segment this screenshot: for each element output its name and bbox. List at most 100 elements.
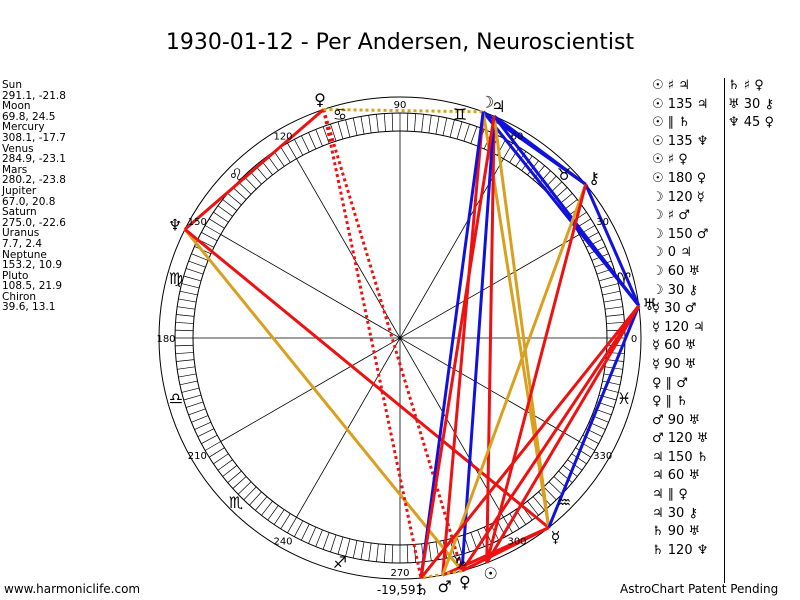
footer-patent-text: AstroChart Patent Pending: [620, 582, 779, 596]
degree-tick: [543, 486, 557, 501]
zodiac-sign-glyph: ♓: [617, 389, 631, 408]
aspect-line-pluto-saturn: [322, 109, 423, 579]
degree-tick: [603, 373, 622, 378]
zodiac-sign-glyph: ♈: [617, 269, 631, 288]
degree-tick: [605, 359, 624, 362]
chiron-glyph: ⚷: [588, 168, 600, 187]
degree-tick: [308, 132, 317, 150]
outer-circle: [158, 96, 642, 580]
footer-website[interactable]: www.harmoniclife.com: [4, 582, 141, 596]
planet-coords: 275.0, -22.6: [2, 216, 66, 229]
degree-tick: [509, 513, 520, 529]
planet-coords: 308.1, -17.7: [2, 131, 66, 144]
degree-tick: [605, 314, 624, 317]
planet-coords: 67.0, 20.8: [2, 195, 56, 208]
degree-tick: [345, 119, 351, 138]
aspect-entry: ☿ 60 ♅: [652, 338, 697, 354]
aspect-line-uranus-sun: [485, 304, 641, 564]
aspect-entry: ☽ 30 ⚷: [652, 282, 698, 298]
planet-name: Mercury: [2, 121, 45, 134]
degree-tick: [175, 329, 194, 332]
degree-tick: [543, 175, 557, 190]
aspect-line-chiron-sun: [485, 184, 588, 564]
degree-tick: [273, 151, 285, 167]
planet-name: Moon: [2, 100, 31, 113]
aspect-line-venus-saturn: [420, 569, 463, 580]
bottom-value: -19,591: [377, 583, 423, 597]
aspect-entry: ♂ 90 ♅: [652, 412, 701, 428]
degree-tick: [191, 253, 209, 261]
aspect-entry: ☽ 150 ♂: [652, 226, 709, 242]
aspect-entry: ☉ ∥ ♄: [652, 115, 691, 131]
degree-tick: [330, 123, 337, 142]
planet-coords: 153.2, 10.9: [2, 259, 63, 272]
degree-tick: [428, 542, 432, 561]
zodiac-sign-glyph: ♐: [333, 553, 347, 572]
degree-tick: [273, 509, 285, 525]
aspect-lines: [183, 107, 641, 580]
zodiac-sign-glyph: ♊: [453, 105, 467, 124]
degree-tick: [294, 139, 304, 156]
degree-tick: [449, 119, 455, 138]
aspect-entry: ♀ ∥ ♄: [652, 394, 688, 410]
degree-label: 150: [188, 217, 207, 228]
degree-tick: [558, 470, 573, 483]
degree-tick: [177, 366, 196, 370]
degree-tick: [175, 321, 194, 324]
degree-label: 30: [596, 217, 609, 228]
degree-label: 90: [394, 100, 407, 111]
degree-tick: [509, 147, 520, 163]
mercury-glyph: ☿: [551, 527, 561, 546]
degree-label: 270: [390, 568, 409, 579]
aspect-entry: ♅ 30 ⚷: [728, 96, 774, 112]
mars-glyph: ♂: [437, 577, 451, 596]
degree-tick: [470, 532, 478, 550]
jupiter-glyph: ♃: [491, 97, 505, 116]
aspect-line-uranus-mercury: [547, 305, 641, 529]
degree-tick: [194, 421, 212, 430]
degree-tick: [237, 481, 252, 495]
degree-tick: [175, 344, 194, 347]
aspect-line-neptune-venus: [183, 228, 464, 572]
aspect-line-jupiter-chiron: [493, 114, 587, 186]
degree-tick: [383, 544, 386, 563]
planet-name: Sun: [2, 79, 22, 91]
degree-tick: [308, 526, 317, 544]
degree-tick: [185, 401, 204, 408]
zodiac-sign-glyphs: ♈ ♉ ♊ ♋ ♌ ♍ ♎ ♏ ♐ ♑ ♒ ♓: [169, 105, 632, 572]
degree-tick: [598, 275, 617, 282]
saturn-glyph: ♄: [415, 580, 429, 599]
degree-tick: [183, 394, 202, 401]
degree-tick: [213, 211, 229, 223]
degree-tick: [267, 505, 279, 521]
planet-name: Mars: [2, 163, 28, 176]
aspect-line-moon-saturn: [419, 111, 485, 579]
planet-name: Venus: [2, 142, 34, 155]
degree-tick: [197, 428, 215, 437]
degree-labels: 0 30 60 90 120 150 180 210 240 270 300 330: [156, 100, 637, 579]
aspect-entry: ☉ 135 ♆: [652, 133, 709, 149]
degree-tick: [406, 544, 409, 563]
aspect-entry: ☉ 135 ♃: [652, 96, 709, 112]
degree-tick: [217, 459, 233, 471]
degree-tick: [376, 543, 379, 562]
degree-tick: [532, 496, 545, 511]
aspect-line-moon-mars: [441, 111, 485, 576]
degree-tick: [217, 205, 233, 217]
degree-tick: [181, 387, 200, 393]
degree-tick: [470, 126, 478, 144]
degree-tick: [442, 117, 448, 136]
degree-tick: [183, 275, 202, 282]
planet-coords: 291.1, -21.8: [2, 89, 66, 102]
degree-label: 0: [631, 334, 637, 345]
aspect-line-jupiter-sun: [485, 116, 496, 563]
degree-tick: [191, 415, 209, 423]
aspect-entry: ☉ ♯ ♃: [652, 78, 690, 93]
degree-tick: [232, 187, 247, 200]
degree-tick: [352, 117, 358, 136]
moon-glyph: ☽: [480, 92, 494, 111]
aspect-entry: ☽ 60 ♅: [652, 263, 701, 279]
planet-name: Uranus: [2, 227, 40, 240]
degree-tick: [337, 121, 344, 140]
